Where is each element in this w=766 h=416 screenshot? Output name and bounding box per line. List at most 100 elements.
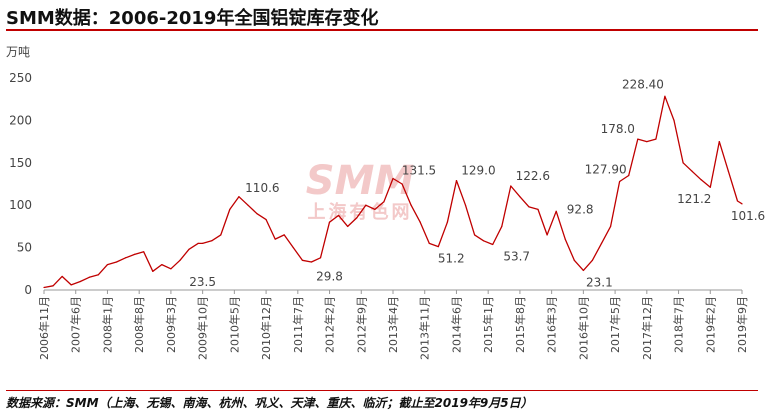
- x-tick-label: 2012年9月: [354, 296, 368, 353]
- data-point: [115, 261, 118, 263]
- y-axis-unit: 万吨: [6, 45, 30, 59]
- x-tick-label: 2006年11月: [37, 296, 51, 360]
- data-point: [106, 263, 109, 266]
- data-label: 110.6: [245, 181, 279, 195]
- x-tick-label: 2010年5月: [227, 296, 241, 353]
- data-point: [179, 259, 181, 261]
- data-point: [619, 180, 621, 183]
- x-tick-label: 2011年7月: [291, 296, 305, 353]
- data-label: 122.6: [516, 169, 550, 183]
- x-tick-label: 2013年11月: [418, 296, 432, 360]
- data-point: [528, 206, 530, 208]
- data-label: 29.8: [316, 270, 343, 284]
- data-point: [161, 263, 163, 266]
- data-point: [564, 238, 566, 240]
- data-point: [338, 214, 340, 216]
- data-label: 121.2: [677, 192, 711, 206]
- data-label: 178.0: [601, 122, 635, 136]
- data-point: [709, 186, 711, 188]
- data-point: [238, 196, 240, 198]
- x-tick-label: 2015年1月: [481, 296, 495, 353]
- x-tick-label: 2010年12月: [259, 296, 273, 360]
- data-point: [152, 270, 154, 272]
- data-point: [197, 242, 199, 244]
- data-point: [188, 248, 190, 250]
- title-rule: [6, 29, 758, 31]
- data-point: [682, 162, 684, 164]
- x-tick-label: 2019年9月: [735, 296, 749, 353]
- data-point: [97, 274, 99, 276]
- data-point: [700, 179, 702, 181]
- data-point: [741, 203, 743, 205]
- data-point: [383, 201, 385, 203]
- data-point: [628, 174, 630, 177]
- data-label: 53.7: [503, 249, 530, 263]
- data-point: [256, 213, 258, 215]
- data-point: [464, 204, 467, 206]
- data-label: 129.0: [461, 164, 495, 178]
- axes: 万吨 0 50 100 150 200 250 2006年11月 2007年6月 2008年1月 2…: [6, 45, 749, 360]
- data-point: [392, 177, 394, 180]
- data-point: [446, 221, 448, 223]
- y-tick-label: 50: [17, 241, 32, 255]
- data-point: [319, 257, 322, 259]
- y-tick-label: 150: [9, 156, 32, 170]
- data-point: [79, 280, 81, 283]
- data-point: [301, 259, 303, 261]
- x-tick-label: 2012年2月: [323, 296, 337, 353]
- data-point: [265, 219, 267, 221]
- data-point: [328, 221, 331, 223]
- data-label: 127.90: [585, 163, 627, 177]
- data-point: [591, 259, 594, 261]
- data-point: [247, 204, 249, 206]
- data-point: [600, 242, 603, 244]
- x-tick-label: 2009年3月: [164, 296, 178, 353]
- data-point: [410, 204, 412, 206]
- data-point: [473, 234, 476, 236]
- data-point: [555, 210, 557, 212]
- data-point: [401, 183, 403, 185]
- data-point: [52, 285, 54, 287]
- data-point: [673, 119, 675, 121]
- data-point: [655, 138, 657, 140]
- data-point: [283, 234, 285, 236]
- data-labels: 23.5 110.6 29.8 131.5 51.2 129.0 53.7 122.6 92.8…: [189, 77, 765, 289]
- data-point: [292, 247, 294, 249]
- y-tick-label: 0: [24, 283, 32, 297]
- data-label: 23.5: [189, 275, 216, 289]
- footer-rule: [6, 390, 758, 391]
- data-point: [61, 275, 63, 278]
- y-tick-label: 100: [9, 198, 32, 212]
- y-tick-label: 200: [9, 113, 32, 127]
- data-point: [483, 240, 485, 242]
- data-point: [211, 240, 213, 242]
- data-point: [637, 138, 639, 140]
- data-point: [134, 253, 136, 255]
- data-point: [202, 242, 204, 244]
- data-label: 228.40: [622, 77, 664, 91]
- source-note: 数据来源：SMM（上海、无锡、南海、杭州、巩义、天津、重庆、临沂；截止至2019…: [6, 396, 533, 410]
- data-point: [546, 234, 548, 236]
- x-tick-label: 2016年3月: [545, 296, 559, 353]
- data-point: [428, 242, 430, 244]
- x-tick-label: 2008年1月: [100, 296, 114, 353]
- data-point: [582, 269, 584, 272]
- y-tick-label: 250: [9, 71, 32, 85]
- data-point: [646, 141, 648, 143]
- x-tick-label: 2007年6月: [69, 296, 83, 353]
- title-bar: SMM数据：2006-2019年全国铝锭库存变化: [0, 0, 766, 31]
- x-tick-label: 2015年8月: [513, 296, 527, 353]
- data-point: [229, 208, 231, 211]
- data-point: [124, 257, 127, 259]
- data-point: [736, 200, 739, 202]
- x-tick-label: 2016年10月: [576, 296, 590, 360]
- data-point: [356, 217, 358, 219]
- data-point: [727, 170, 730, 172]
- data-point: [664, 95, 666, 97]
- data-point: [274, 238, 276, 240]
- data-label: 101.6: [731, 209, 765, 223]
- data-point: [510, 185, 512, 187]
- data-point: [419, 221, 421, 223]
- x-tick-label: 2017年12月: [640, 296, 654, 360]
